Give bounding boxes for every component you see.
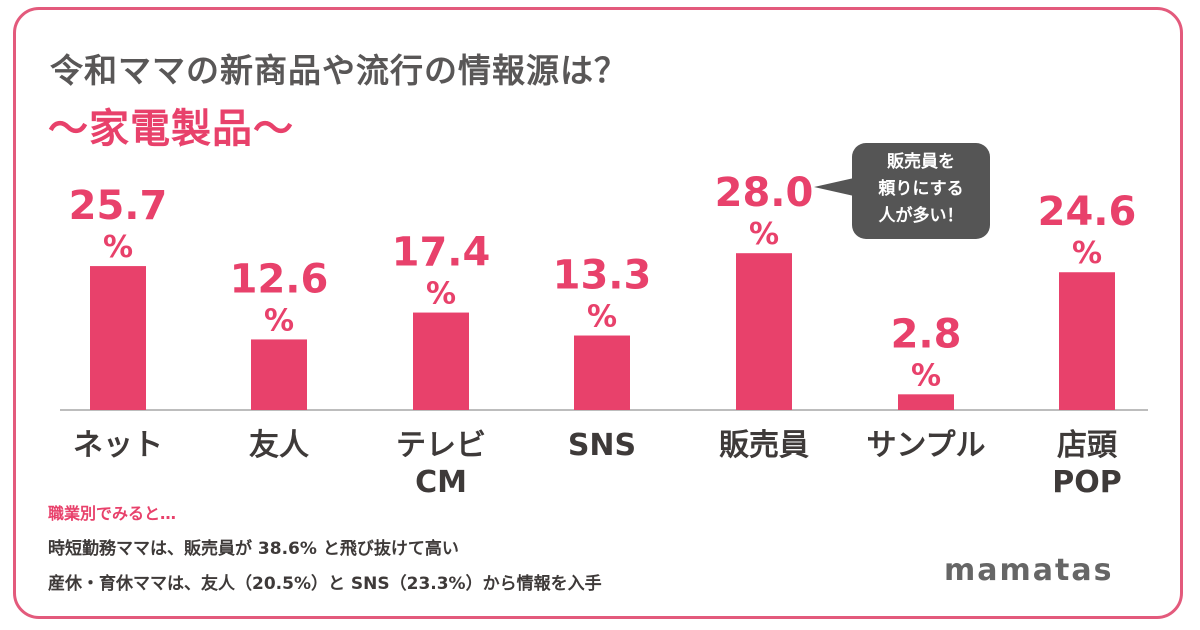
chart-subtitle: ～家電製品～ <box>48 106 294 152</box>
callout-line: 販売員を <box>887 152 955 172</box>
data-label-unit: % <box>911 358 941 393</box>
bar <box>251 339 307 410</box>
data-label: 28.0 <box>715 170 814 216</box>
data-label-unit: % <box>1072 236 1102 271</box>
note-item: 時短勤務ママは、販売員が 38.6% と飛び抜けて高い <box>48 539 459 559</box>
callout-line: 人が多い！ <box>878 206 964 226</box>
bar <box>898 394 954 410</box>
card-frame <box>13 7 1183 619</box>
category-label: 友人 <box>249 428 309 463</box>
bar <box>574 335 630 410</box>
data-label-unit: % <box>103 230 133 265</box>
data-label: 2.8 <box>891 311 962 357</box>
bar <box>1059 272 1115 410</box>
brand-logo: mamatas <box>944 553 1114 588</box>
data-label-unit: % <box>749 217 779 252</box>
category-label: POP <box>1052 465 1121 500</box>
category-label: 販売員 <box>719 428 809 463</box>
data-label: 17.4 <box>392 230 491 276</box>
data-label: 12.6 <box>230 256 329 302</box>
category-label: サンプル <box>866 428 985 463</box>
data-label: 25.7 <box>69 183 168 229</box>
note-item: 産休・育休ママは、友人（20.5%）と SNS（23.3%）から情報を入手 <box>48 574 602 594</box>
callout-line: 頼りにする <box>878 179 964 199</box>
bar <box>90 266 146 410</box>
category-label: テレビ <box>396 428 486 463</box>
data-label-unit: % <box>264 303 294 338</box>
category-label: CM <box>415 465 467 500</box>
bar <box>413 312 469 410</box>
data-label: 24.6 <box>1038 189 1137 235</box>
data-label: 13.3 <box>553 253 652 299</box>
bar <box>736 253 792 410</box>
chart-title: 令和ママの新商品や流行の情報源は？ <box>50 51 628 90</box>
callout-tail <box>814 178 854 196</box>
category-label: 店頭 <box>1057 428 1118 463</box>
data-label-unit: % <box>587 300 617 335</box>
data-label-unit: % <box>426 277 456 312</box>
notes-section: 職業別でみると… 時短勤務ママは、販売員が 38.6% と飛び抜けて高い 産休・… <box>48 500 602 594</box>
category-label: SNS <box>568 428 636 463</box>
category-label: ネット <box>73 428 163 463</box>
notes-heading: 職業別でみると… <box>48 504 177 523</box>
callout-bubble: 販売員を 頼りにする 人が多い！ <box>852 143 990 239</box>
